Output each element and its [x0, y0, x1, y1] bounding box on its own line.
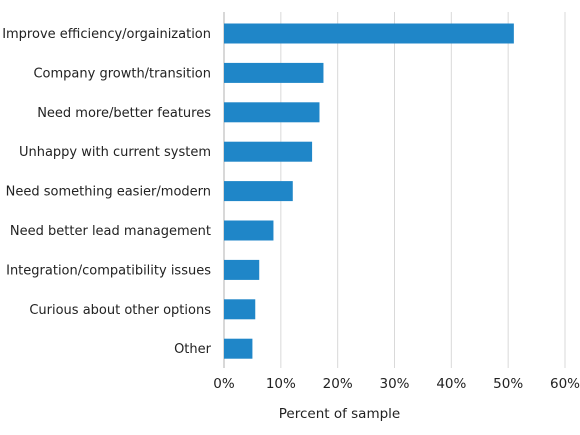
category-label: Company growth/transition: [33, 66, 211, 81]
category-label: Need better lead management: [10, 224, 211, 239]
bar: [224, 102, 320, 123]
bar: [224, 141, 313, 162]
x-tick-labels: 0% 10% 20% 30% 40% 50% 60%: [213, 376, 580, 392]
grid-lines: [280, 12, 566, 368]
bar: [224, 299, 256, 320]
x-tick-label: 10%: [266, 376, 296, 392]
category-label: Curious about other options: [29, 303, 211, 318]
bar: [224, 62, 324, 83]
x-tick-label: 30%: [379, 376, 409, 392]
x-tick-label: 0%: [213, 376, 235, 392]
category-label: Improve efficiency/orgainization: [2, 27, 211, 42]
x-tick-label: 60%: [550, 376, 580, 392]
bar: [224, 338, 253, 359]
x-tick-label: 20%: [323, 376, 353, 392]
bar: [224, 23, 514, 44]
x-tick-label: 50%: [493, 376, 523, 392]
category-labels: Improve efficiency/orgainization Company …: [2, 27, 211, 357]
x-axis-title: Percent of sample: [279, 406, 400, 422]
category-label: Integration/compatibility issues: [6, 263, 211, 278]
bars: [224, 23, 514, 359]
category-label: Need more/better features: [37, 106, 211, 121]
bar: [224, 220, 274, 241]
category-label: Need something easier/modern: [6, 185, 211, 200]
bar: [224, 181, 293, 202]
bar: [224, 259, 260, 280]
category-label: Unhappy with current system: [19, 145, 211, 160]
x-tick-label: 40%: [436, 376, 466, 392]
category-label: Other: [174, 342, 212, 357]
